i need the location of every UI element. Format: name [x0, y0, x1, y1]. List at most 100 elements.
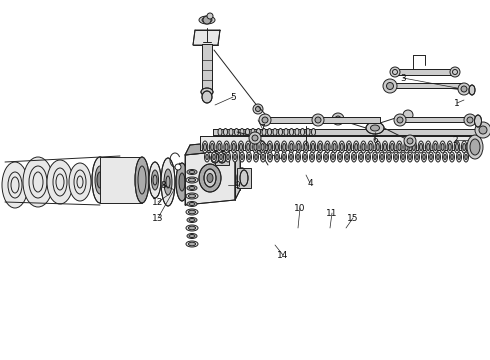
Ellipse shape [338, 152, 343, 162]
Ellipse shape [240, 173, 245, 183]
Text: 14: 14 [277, 251, 289, 260]
Ellipse shape [375, 141, 381, 153]
Circle shape [387, 82, 393, 90]
Ellipse shape [47, 160, 73, 204]
Ellipse shape [393, 152, 398, 162]
Ellipse shape [206, 154, 208, 159]
Ellipse shape [186, 193, 198, 199]
Ellipse shape [423, 154, 425, 159]
Ellipse shape [440, 141, 445, 153]
Ellipse shape [379, 152, 385, 162]
Ellipse shape [395, 154, 397, 159]
Polygon shape [193, 30, 220, 45]
Ellipse shape [312, 129, 316, 135]
Ellipse shape [161, 158, 175, 206]
Ellipse shape [218, 153, 226, 163]
Ellipse shape [442, 152, 447, 162]
Ellipse shape [366, 152, 370, 162]
Text: 13: 13 [152, 213, 164, 222]
Ellipse shape [318, 141, 323, 153]
Ellipse shape [274, 152, 279, 162]
Ellipse shape [434, 144, 437, 150]
Ellipse shape [262, 154, 264, 159]
Ellipse shape [451, 154, 453, 159]
Ellipse shape [135, 157, 149, 203]
Ellipse shape [218, 129, 222, 135]
Ellipse shape [297, 144, 300, 150]
Ellipse shape [176, 163, 188, 201]
Ellipse shape [253, 141, 258, 153]
Ellipse shape [188, 194, 196, 198]
Ellipse shape [339, 154, 341, 159]
Ellipse shape [411, 141, 416, 153]
Ellipse shape [361, 141, 366, 153]
Ellipse shape [187, 217, 197, 222]
Ellipse shape [456, 144, 459, 150]
Ellipse shape [69, 163, 91, 201]
Ellipse shape [333, 144, 336, 150]
Ellipse shape [372, 152, 377, 162]
Bar [200, 136, 480, 150]
Ellipse shape [199, 164, 221, 192]
Ellipse shape [186, 209, 198, 215]
Ellipse shape [261, 152, 266, 162]
Circle shape [394, 114, 406, 126]
Circle shape [464, 114, 476, 126]
Circle shape [203, 16, 211, 24]
Ellipse shape [186, 241, 198, 247]
Ellipse shape [441, 144, 444, 150]
Text: 11: 11 [326, 208, 338, 217]
Ellipse shape [468, 141, 474, 153]
Ellipse shape [237, 168, 247, 188]
Ellipse shape [241, 154, 243, 159]
Ellipse shape [187, 234, 197, 239]
Circle shape [450, 67, 460, 77]
Ellipse shape [283, 144, 286, 150]
Circle shape [390, 67, 400, 77]
Ellipse shape [382, 141, 388, 153]
Ellipse shape [223, 129, 227, 135]
Circle shape [407, 138, 413, 144]
Ellipse shape [295, 152, 300, 162]
Ellipse shape [390, 141, 395, 153]
Ellipse shape [254, 144, 257, 150]
Ellipse shape [212, 152, 217, 162]
Circle shape [257, 145, 267, 155]
Ellipse shape [362, 144, 365, 150]
Circle shape [397, 117, 403, 123]
Ellipse shape [332, 154, 334, 159]
Polygon shape [185, 150, 235, 205]
Circle shape [335, 116, 341, 122]
Ellipse shape [209, 141, 215, 153]
Ellipse shape [199, 16, 215, 24]
Ellipse shape [189, 186, 195, 189]
Ellipse shape [369, 144, 372, 150]
Ellipse shape [289, 141, 294, 153]
Ellipse shape [437, 154, 439, 159]
Ellipse shape [381, 154, 383, 159]
Ellipse shape [273, 129, 277, 135]
Ellipse shape [225, 152, 230, 162]
Ellipse shape [300, 129, 304, 135]
Ellipse shape [430, 154, 432, 159]
Ellipse shape [402, 154, 404, 159]
Ellipse shape [260, 141, 266, 153]
Ellipse shape [92, 157, 108, 203]
Ellipse shape [189, 219, 195, 221]
Bar [213, 129, 478, 135]
Ellipse shape [267, 141, 272, 153]
Bar [100, 157, 142, 203]
Ellipse shape [376, 144, 379, 150]
Ellipse shape [149, 162, 161, 198]
Ellipse shape [224, 141, 229, 153]
Ellipse shape [248, 154, 250, 159]
Ellipse shape [164, 169, 172, 195]
Ellipse shape [179, 173, 185, 191]
Ellipse shape [323, 152, 328, 162]
Ellipse shape [387, 152, 392, 162]
Ellipse shape [318, 144, 322, 150]
Text: 15: 15 [347, 213, 359, 222]
Ellipse shape [347, 144, 350, 150]
Ellipse shape [360, 154, 362, 159]
Bar [395, 69, 457, 75]
